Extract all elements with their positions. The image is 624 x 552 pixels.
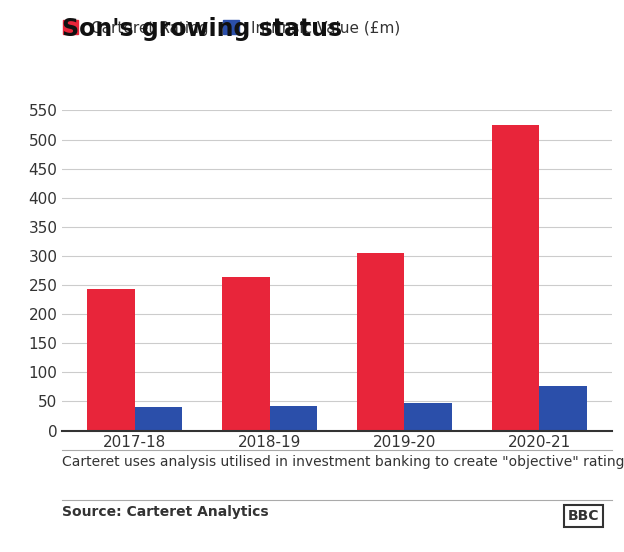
Bar <box>539 386 587 431</box>
Text: Source: Carteret Analytics: Source: Carteret Analytics <box>62 505 269 519</box>
Bar <box>87 289 135 431</box>
Bar <box>270 406 317 431</box>
Bar <box>404 402 452 431</box>
Bar <box>357 253 404 431</box>
Bar <box>222 278 270 431</box>
Text: BBC: BBC <box>568 509 599 523</box>
Bar <box>492 125 539 431</box>
Text: Son's growing status: Son's growing status <box>62 17 343 40</box>
Legend: Carteret Rating, Intrinsic Value (£m): Carteret Rating, Intrinsic Value (£m) <box>57 14 406 41</box>
Bar <box>135 407 182 431</box>
Text: Carteret uses analysis utilised in investment banking to create "objective" rati: Carteret uses analysis utilised in inves… <box>62 455 624 469</box>
